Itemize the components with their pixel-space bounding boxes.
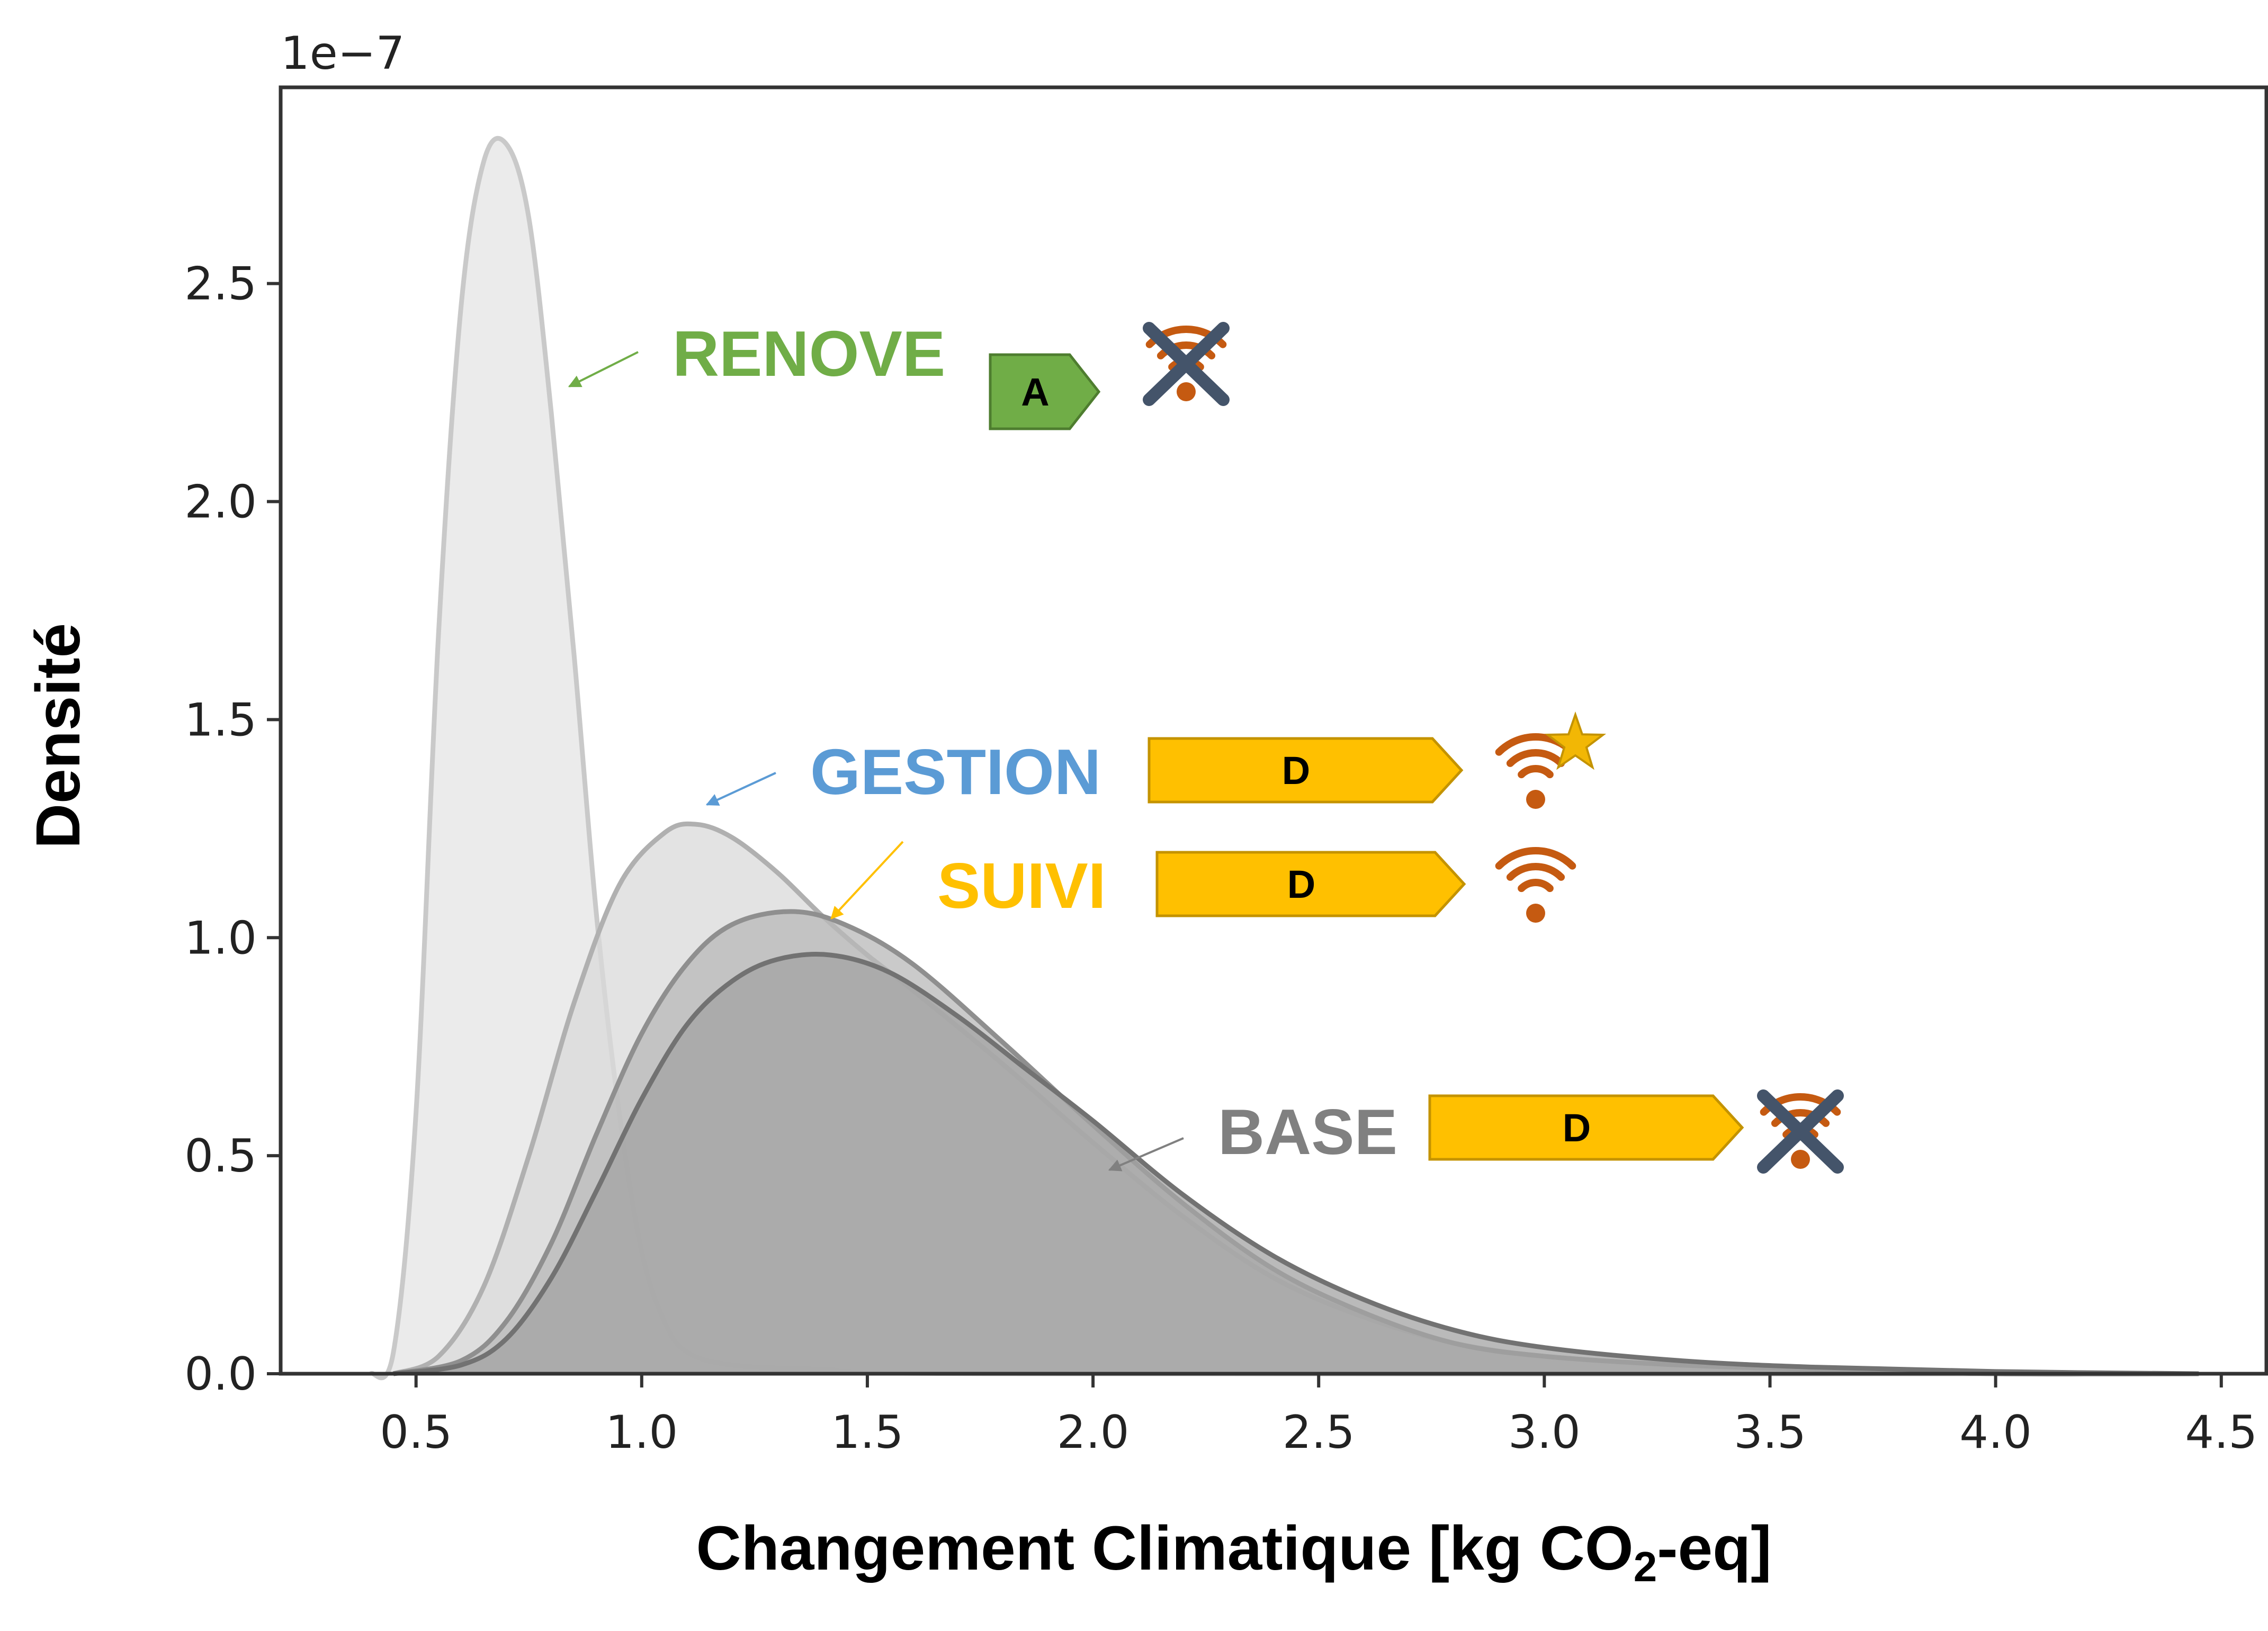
wifi-dot [1526, 790, 1545, 809]
cross-icon [1757, 1089, 1844, 1174]
energy-badge-letter: D [1287, 862, 1315, 906]
wifi-arc [1495, 847, 1576, 870]
annotation-suivi: SUIVI D [830, 841, 1576, 923]
wifi-dot [1791, 1150, 1810, 1169]
wifi-dot [1526, 904, 1545, 923]
arrow-suivi [830, 841, 904, 920]
scenario-label-suivi: SUIVI [937, 850, 1106, 922]
plot-frame [279, 85, 2268, 1376]
signal-icon-gestion [1495, 711, 1607, 809]
signal-icon-base [1757, 1089, 1844, 1174]
density-area-base [393, 954, 2199, 1374]
arrow-renove [568, 351, 639, 388]
density-line-base [393, 952, 2199, 1376]
x-tick-label: 4.0 [1959, 1406, 2032, 1459]
energy-badge-renove [989, 353, 1101, 430]
x-axis-ticks: 0.5 1.0 1.5 2.0 2.5 3.0 3.5 4.0 4.5 [380, 1374, 2257, 1459]
wifi-dot [1177, 382, 1196, 401]
x-tick-label: 1.0 [605, 1406, 678, 1459]
x-axis-title-tail: -eq] [1657, 1513, 1771, 1583]
energy-badge-letter: A [1021, 370, 1049, 414]
cross-icon [1143, 322, 1230, 406]
energy-badge-letter: D [1563, 1106, 1591, 1150]
energy-badge-base [1428, 1094, 1744, 1161]
scenario-label-base: BASE [1218, 1096, 1397, 1168]
y-tick-label: 0.5 [184, 1130, 257, 1183]
y-tick-label: 2.5 [184, 258, 257, 311]
x-axis-title-main: Changement Climatique [kg CO [696, 1513, 1634, 1583]
annotation-base: BASE D [1108, 1089, 1844, 1174]
arrow-base [1108, 1137, 1184, 1172]
arrow-gestion [705, 772, 776, 806]
x-tick-label: 2.5 [1283, 1406, 1355, 1459]
x-tick-label: 3.0 [1508, 1406, 1581, 1459]
scenario-annotations: RENOVE A GESTION D SUIVI D BASE D [568, 318, 1844, 1174]
x-tick-label: 0.5 [380, 1406, 452, 1459]
y-tick-label: 1.0 [184, 912, 257, 965]
wifi-arc [1506, 863, 1565, 881]
star-icon [1544, 711, 1607, 770]
x-axis-title-subscript: 2 [1634, 1543, 1657, 1590]
wifi-arc [1506, 749, 1565, 767]
density-areas [369, 136, 2199, 1381]
annotation-renove: RENOVE A [568, 318, 1230, 430]
energy-badge-letter: D [1282, 749, 1310, 792]
signal-icon-suivi [1495, 847, 1576, 923]
y-tick-label: 1.5 [184, 693, 257, 746]
x-tick-label: 4.5 [2185, 1406, 2257, 1459]
y-axis-ticks: 0.0 0.5 1.0 1.5 2.0 2.5 [184, 258, 281, 1401]
y-axis-title: Densité [23, 623, 93, 849]
energy-badge-gestion [1148, 737, 1464, 804]
energy-badge-suivi [1155, 851, 1466, 917]
y-tick-label: 0.0 [184, 1348, 257, 1401]
wifi-arc [1518, 765, 1554, 779]
wifi-arc [1518, 879, 1554, 893]
annotation-gestion: GESTION D [705, 711, 1607, 809]
signal-icon-renove [1143, 322, 1230, 406]
x-tick-label: 2.0 [1057, 1406, 1129, 1459]
scenario-label-renove: RENOVE [673, 318, 945, 390]
x-tick-label: 3.5 [1734, 1406, 1806, 1459]
y-offset-label: 1e−7 [281, 27, 405, 80]
scenario-label-gestion: GESTION [810, 736, 1101, 808]
x-axis-title: Changement Climatique [kg CO2-eq] [696, 1513, 1772, 1590]
y-tick-label: 2.0 [184, 476, 257, 529]
x-tick-label: 1.5 [831, 1406, 904, 1459]
